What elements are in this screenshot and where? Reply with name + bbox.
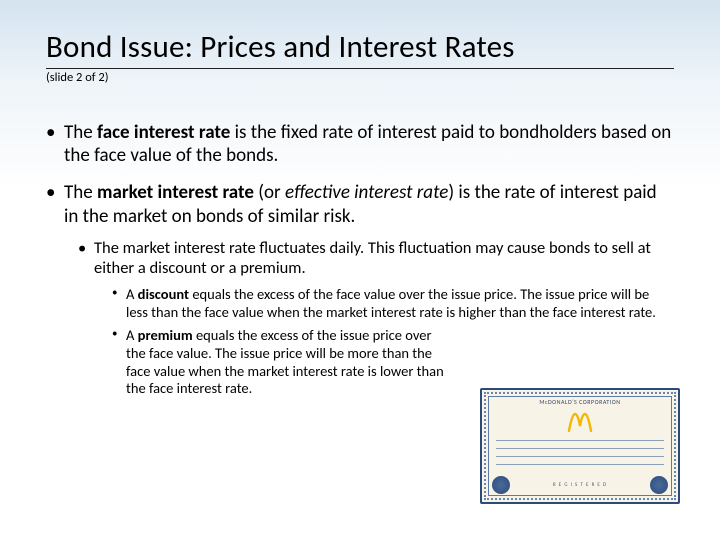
text-fragment: A <box>126 326 138 344</box>
slide-subtitle: (slide 2 of 2) <box>46 70 674 85</box>
bullet-discount: A discount equals the excess of the face… <box>112 286 674 321</box>
certificate-logo-icon <box>566 412 594 432</box>
certificate-seal-icon <box>650 476 668 494</box>
term-premium: premium <box>138 326 193 344</box>
certificate-line <box>496 456 664 457</box>
text-fragment: equals the excess of the face value over… <box>126 285 656 321</box>
certificate-footer: R E G I S T E R E D <box>518 482 642 488</box>
certificate-title: McDONALD'S CORPORATION <box>482 398 678 406</box>
certificate-line <box>496 464 664 465</box>
bullet-market-rate: The market interest rate (or effective i… <box>46 181 674 398</box>
slide-title: Bond Issue: Prices and Interest Rates <box>46 28 674 69</box>
text-fragment: The <box>64 181 97 204</box>
certificate-line <box>496 448 664 449</box>
premium-text-wrap: A premium equals the excess of the issue… <box>126 327 446 398</box>
text-fragment: (or <box>254 181 285 204</box>
term-market-interest-rate: market interest rate <box>97 181 254 204</box>
bullet-list-level1: The face interest rate is the fixed rate… <box>46 121 674 398</box>
term-effective-interest-rate: effective interest rate <box>285 181 448 204</box>
bullet-list-level2: The market interest rate fluctuates dail… <box>78 238 674 398</box>
term-discount: discount <box>138 285 189 303</box>
text-fragment: A <box>126 285 138 303</box>
text-fragment: The <box>64 121 97 144</box>
certificate-inner-border <box>488 396 672 496</box>
bullet-fluctuation: The market interest rate fluctuates dail… <box>78 238 674 398</box>
certificate-line <box>496 440 664 441</box>
certificate-seal-icon <box>492 476 510 494</box>
bullet-face-rate: The face interest rate is the fixed rate… <box>46 121 674 167</box>
text-fragment: The market interest rate fluctuates dail… <box>94 238 651 278</box>
bond-certificate-image: McDONALD'S CORPORATION R E G I S T E R E… <box>480 388 680 504</box>
bullet-list-level3: A discount equals the excess of the face… <box>112 286 674 398</box>
term-face-interest-rate: face interest rate <box>97 121 230 144</box>
